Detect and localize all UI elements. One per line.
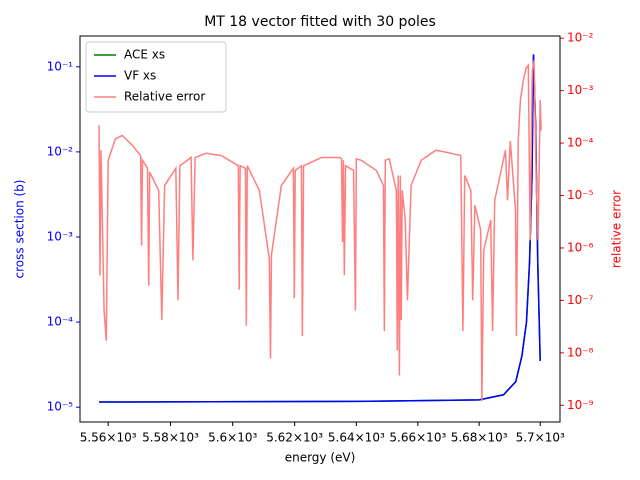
x-tick-label: 5.66×10³ — [389, 431, 446, 445]
x-tick-label: 5.6×10³ — [208, 431, 257, 445]
y-tick-label: 10⁻³ — [47, 229, 74, 243]
y2-tick-label: 10⁻³ — [567, 83, 594, 97]
y2-tick-label: 10⁻⁶ — [567, 240, 594, 254]
x-tick-label: 5.64×10³ — [328, 431, 385, 445]
y2-tick-label: 10⁻⁷ — [567, 293, 594, 307]
y2-axis-label: relative error — [610, 190, 624, 268]
y2-tick-label: 10⁻⁹ — [567, 398, 594, 412]
y-tick-label: 10⁻⁵ — [47, 400, 74, 414]
y2-tick-label: 10⁻⁸ — [567, 345, 594, 359]
x-tick-label: 5.58×10³ — [142, 431, 199, 445]
plot-frame — [79, 35, 561, 423]
x-tick-label: 5.7×10³ — [516, 431, 565, 445]
series-line — [98, 60, 542, 402]
legend-label: VF xs — [124, 69, 156, 83]
legend-box — [85, 41, 227, 113]
y2-tick-label: 10⁻² — [567, 31, 594, 45]
y-tick-label: 10⁻¹ — [47, 59, 74, 73]
x-tick-label: 5.62×10³ — [266, 431, 323, 445]
y2-tick-label: 10⁻⁵ — [567, 188, 594, 202]
y2-tick-label: 10⁻⁴ — [567, 136, 594, 150]
y-tick-label: 10⁻² — [47, 144, 74, 158]
legend-label: Relative error — [124, 90, 205, 104]
x-tick-label: 5.56×10³ — [80, 431, 137, 445]
x-tick-label: 5.68×10³ — [451, 431, 508, 445]
chart-title: MT 18 vector fitted with 30 poles — [204, 14, 436, 30]
x-axis-label: energy (eV) — [285, 451, 356, 465]
legend-label: ACE xs — [124, 48, 165, 62]
y-axis-label: cross section (b) — [13, 180, 27, 279]
y-tick-label: 10⁻⁴ — [47, 315, 74, 329]
